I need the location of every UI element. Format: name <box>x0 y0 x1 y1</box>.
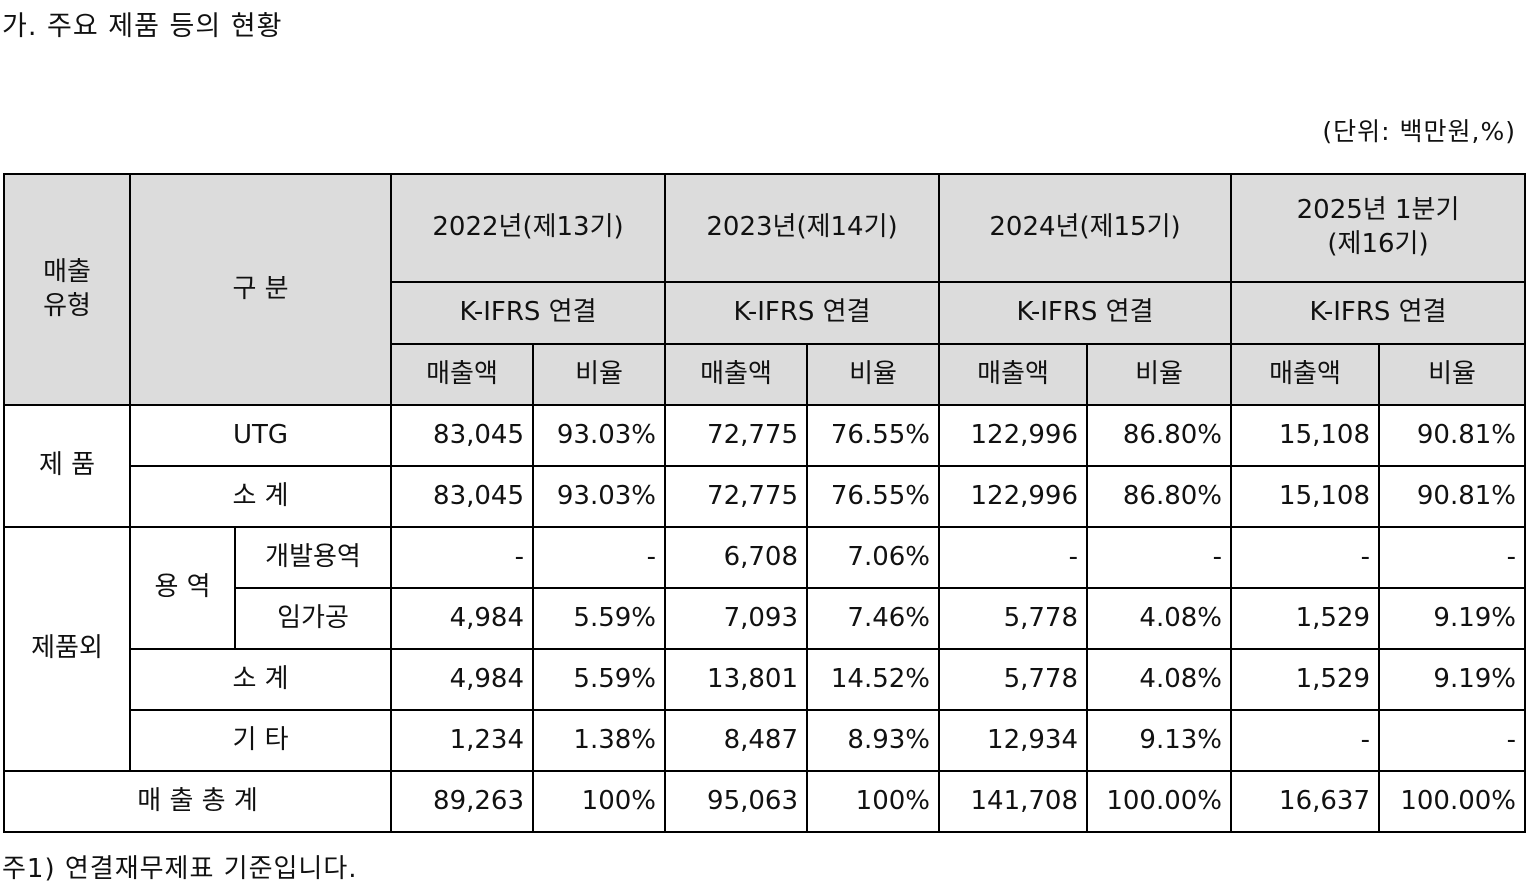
cell-value: 4.08% <box>1086 648 1233 711</box>
cell-value: 83,045 <box>390 465 535 528</box>
row-label-processing: 임가공 <box>233 587 393 650</box>
cell-value: 5.59% <box>532 587 667 650</box>
section-title: 가. 주요 제품 등의 현황 <box>2 11 283 42</box>
cell-value: 100.00% <box>1378 770 1527 833</box>
cell-value: 8,487 <box>664 709 809 772</box>
cell-value: 7.06% <box>806 526 941 589</box>
cell-value: 9.19% <box>1378 587 1527 650</box>
header-ratio-2022: 비율 <box>532 343 667 406</box>
table-row-total: 매 출 총 계 89,263 100% 95,063 100% 141,708 … <box>2 770 1527 833</box>
cell-value: 93.03% <box>532 465 667 528</box>
cell-value: 86.80% <box>1086 404 1233 467</box>
cell-value: 93.03% <box>532 404 667 467</box>
cell-value: 90.81% <box>1378 465 1527 528</box>
table-row: 소 계 83,045 93.03% 72,775 76.55% 122,996 … <box>4 465 1527 528</box>
header-category: 구 분 <box>128 173 393 406</box>
cell-value: 4,984 <box>390 648 535 711</box>
header-basis-2022: K-IFRS 연결 <box>390 281 667 345</box>
group-non-product: 제품외 <box>3 526 131 772</box>
product-sales-table: 매출 유형 구 분 2022년(제13기) 2023년(제14기) 2024년(… <box>2 173 1527 833</box>
cell-value: 83,045 <box>390 404 535 467</box>
cell-value: 4.08% <box>1086 587 1233 650</box>
cell-value: - <box>532 526 667 589</box>
cell-value: - <box>1378 709 1527 772</box>
cell-value: 13,801 <box>664 648 809 711</box>
cell-value: 76.55% <box>806 465 941 528</box>
header-year-2024: 2024년(제15기) <box>938 173 1233 283</box>
header-sales-2022: 매출액 <box>390 343 535 406</box>
row-label-total: 매 출 총 계 <box>2 770 393 833</box>
header-row-years: 매출 유형 구 분 2022년(제13기) 2023년(제14기) 2024년(… <box>3 173 1527 406</box>
header-basis-2024: K-IFRS 연결 <box>938 281 1233 345</box>
cell-value: 16,637 <box>1230 770 1381 833</box>
cell-value: 122,996 <box>938 404 1089 467</box>
cell-value: 7.46% <box>806 587 941 650</box>
table-row: 제 품 UTG 83,045 93.03% 72,775 76.55% 122,… <box>3 404 1527 528</box>
row-label-other: 기 타 <box>128 709 393 772</box>
row-label-utg: UTG <box>128 404 393 467</box>
header-sales-2025q1: 매출액 <box>1230 343 1381 406</box>
cell-value: 5,778 <box>938 587 1089 650</box>
table-row: 기 타 1,234 1.38% 8,487 8.93% 12,934 9.13%… <box>4 709 1527 772</box>
table-row: 제품외 용 역 개발용역 - - 6,708 7.06% - - - - <box>3 526 1527 772</box>
cell-value: 100% <box>532 770 667 833</box>
table-row: 임가공 4,984 5.59% 7,093 7.46% 5,778 4.08% … <box>4 587 1527 650</box>
cell-value: 14.52% <box>806 648 941 711</box>
cell-value: 9.19% <box>1378 648 1527 711</box>
cell-value: 86.80% <box>1086 465 1233 528</box>
header-ratio-2024: 비율 <box>1086 343 1233 406</box>
cell-value: 1.38% <box>532 709 667 772</box>
unit-label: (단위: 백만원,%) <box>1322 117 1516 146</box>
group-product: 제 품 <box>3 404 131 528</box>
header-year-2025q1: 2025년 1분기 (제16기) <box>1230 173 1527 283</box>
cell-value: - <box>1378 526 1527 589</box>
header-basis-2023: K-IFRS 연결 <box>664 281 941 345</box>
header-ratio-2023: 비율 <box>806 343 941 406</box>
cell-value: 90.81% <box>1378 404 1527 467</box>
row-label-dev-service: 개발용역 <box>233 526 393 589</box>
cell-value: 5,778 <box>938 648 1089 711</box>
cell-value: 72,775 <box>664 465 809 528</box>
header-row-basis: K-IFRS 연결 K-IFRS 연결 K-IFRS 연결 K-IFRS 연결 <box>4 281 1527 345</box>
header-ratio-2025q1: 비율 <box>1378 343 1527 406</box>
row-label-non-product-subtotal: 소 계 <box>128 648 393 711</box>
cell-value: 7,093 <box>664 587 809 650</box>
header-sales-type: 매출 유형 <box>3 173 131 406</box>
cell-value: - <box>938 526 1089 589</box>
cell-value: 9.13% <box>1086 709 1233 772</box>
cell-value: - <box>1230 526 1381 589</box>
cell-value: 100.00% <box>1086 770 1233 833</box>
header-sales-2024: 매출액 <box>938 343 1089 406</box>
cell-value: 15,108 <box>1230 465 1381 528</box>
cell-value: 1,234 <box>390 709 535 772</box>
cell-value: 89,263 <box>390 770 535 833</box>
header-basis-2025q1: K-IFRS 연결 <box>1230 281 1527 345</box>
cell-value: 1,529 <box>1230 648 1381 711</box>
row-label-product-subtotal: 소 계 <box>128 465 393 528</box>
header-year-2022: 2022년(제13기) <box>390 173 667 283</box>
cell-value: 72,775 <box>664 404 809 467</box>
cell-value: 8.93% <box>806 709 941 772</box>
table-row: 소 계 4,984 5.59% 13,801 14.52% 5,778 4.08… <box>4 648 1527 711</box>
cell-value: 1,529 <box>1230 587 1381 650</box>
cell-value: 15,108 <box>1230 404 1381 467</box>
cell-value: 100% <box>806 770 941 833</box>
cell-value: 122,996 <box>938 465 1089 528</box>
cell-value: 5.59% <box>532 648 667 711</box>
cell-value: 95,063 <box>664 770 809 833</box>
header-sales-2023: 매출액 <box>664 343 809 406</box>
cell-value: 76.55% <box>806 404 941 467</box>
cell-value: 141,708 <box>938 770 1089 833</box>
cell-value: 12,934 <box>938 709 1089 772</box>
cell-value: 6,708 <box>664 526 809 589</box>
footnote: 주1) 연결재무제표 기준입니다. <box>2 854 358 884</box>
cell-value: 4,984 <box>390 587 535 650</box>
header-year-2023: 2023년(제14기) <box>664 173 941 283</box>
cell-value: - <box>1086 526 1233 589</box>
cell-value: - <box>390 526 535 589</box>
cell-value: - <box>1230 709 1381 772</box>
header-row-metrics: 매출액 비율 매출액 비율 매출액 비율 매출액 비율 <box>4 343 1527 406</box>
group-service: 용 역 <box>129 526 236 650</box>
